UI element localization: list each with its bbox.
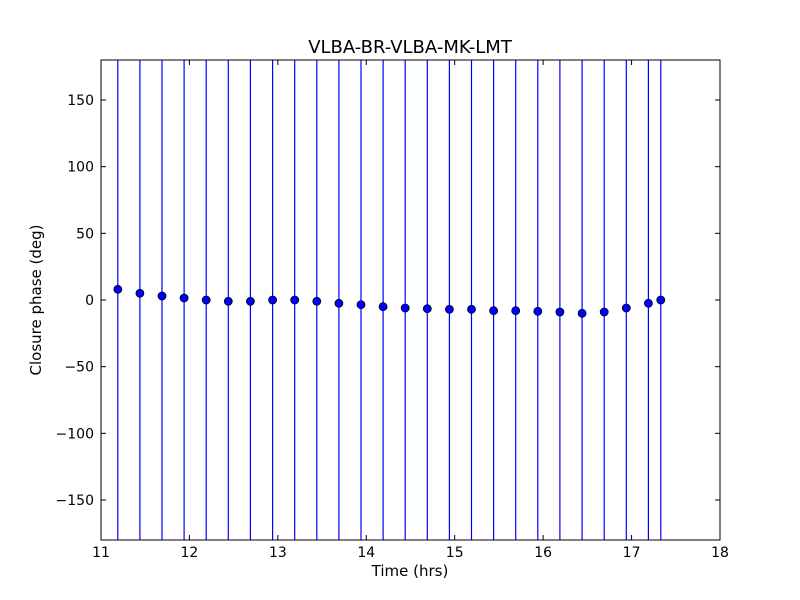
- x-tick-label: 14: [357, 545, 375, 561]
- y-tick-label: −50: [64, 360, 94, 376]
- data-point: [245, 296, 255, 306]
- data-point: [555, 307, 565, 317]
- data-point: [157, 291, 167, 301]
- x-tick-label: 12: [181, 545, 199, 561]
- data-point: [644, 298, 653, 308]
- data-point: [489, 306, 499, 316]
- data-point: [599, 307, 609, 317]
- chart-title: VLBA-BR-VLBA-MK-LMT: [308, 37, 513, 58]
- x-tick-label: 15: [446, 545, 464, 561]
- plot-area: [101, 60, 720, 540]
- y-axis-label: Closure phase (deg): [27, 225, 45, 376]
- data-point: [656, 295, 666, 305]
- data-point: [113, 284, 123, 294]
- x-tick-label: 16: [534, 545, 552, 561]
- data-point: [533, 306, 543, 316]
- data-point: [312, 296, 322, 306]
- data-point: [223, 296, 233, 306]
- y-tick-label: 0: [85, 293, 94, 309]
- x-tick-label: 11: [92, 545, 110, 561]
- data-point: [268, 295, 278, 305]
- data-point: [179, 293, 189, 303]
- point-group: [113, 284, 666, 318]
- y-tick-label: −150: [56, 493, 94, 509]
- data-point: [334, 298, 344, 308]
- data-point: [201, 295, 211, 305]
- data-point: [621, 303, 631, 313]
- x-tick-label: 13: [269, 545, 287, 561]
- x-axis-label: Time (hrs): [371, 562, 449, 580]
- y-tick-label: −100: [56, 426, 94, 442]
- y-axis-ticks: −150 −100 −50 0 50 100 150: [56, 93, 720, 509]
- data-point: [356, 300, 366, 310]
- data-point: [444, 304, 454, 314]
- x-tick-label: 18: [711, 545, 729, 561]
- x-tick-label: 17: [623, 545, 641, 561]
- data-point: [135, 288, 145, 298]
- data-point: [422, 304, 432, 314]
- x-axis-ticks: 11 12 13 14 15 16 17 18: [92, 60, 729, 561]
- y-tick-label: 50: [76, 226, 94, 242]
- y-tick-label: 150: [67, 93, 94, 109]
- data-point: [400, 303, 410, 313]
- data-point: [467, 304, 476, 314]
- data-point: [290, 295, 300, 305]
- data-point: [378, 302, 388, 312]
- data-point: [577, 308, 587, 318]
- data-point: [511, 306, 521, 316]
- y-tick-label: 100: [67, 160, 94, 176]
